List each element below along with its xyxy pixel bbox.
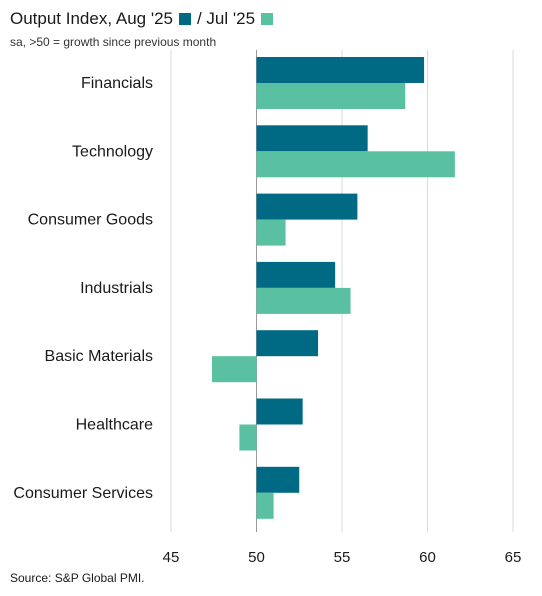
source-note: Source: S&P Global PMI. (10, 571, 145, 585)
bar-consumer-goods-aug (256, 193, 358, 220)
x-tick-label-60: 60 (419, 549, 436, 566)
bar-basic-materials-jul (212, 356, 257, 383)
category-label-consumer-services: Consumer Services (13, 485, 153, 502)
bar-consumer-goods-jul (256, 219, 286, 246)
category-label-consumer-goods: Consumer Goods (28, 212, 153, 229)
category-label-technology: Technology (72, 143, 153, 160)
category-label-healthcare: Healthcare (76, 417, 153, 434)
category-label-financials: Financials (81, 75, 153, 92)
category-label-basic-materials: Basic Materials (45, 348, 153, 365)
x-tick-label-65: 65 (505, 549, 522, 566)
legend-swatch-jul (261, 13, 274, 25)
x-tick-label-50: 50 (248, 549, 265, 566)
chart-title: Output Index, Aug '25 (10, 9, 173, 28)
bar-consumer-services-jul (256, 492, 274, 519)
category-label-industrials: Industrials (80, 280, 153, 297)
bar-basic-materials-aug (256, 330, 319, 357)
bar-industrials-aug (256, 261, 336, 288)
x-tick-label-55: 55 (334, 549, 351, 566)
bar-technology-aug (256, 125, 368, 152)
bar-industrials-jul (256, 287, 351, 314)
bar-financials-aug (256, 57, 425, 83)
legend-swatch-aug (178, 13, 191, 25)
bar-technology-jul (256, 151, 455, 178)
x-tick-label-45: 45 (163, 549, 180, 566)
legend-label-jul: / Jul '25 (196, 9, 256, 28)
chart-title-row: Output Index, Aug '25 / Jul '25 (10, 8, 279, 30)
bar-healthcare-jul (239, 424, 257, 451)
bar-consumer-services-aug (256, 466, 300, 493)
bar-financials-jul (256, 83, 406, 109)
bar-healthcare-aug (256, 398, 303, 425)
chart-subtitle: sa, >50 = growth since previous month (10, 35, 217, 49)
